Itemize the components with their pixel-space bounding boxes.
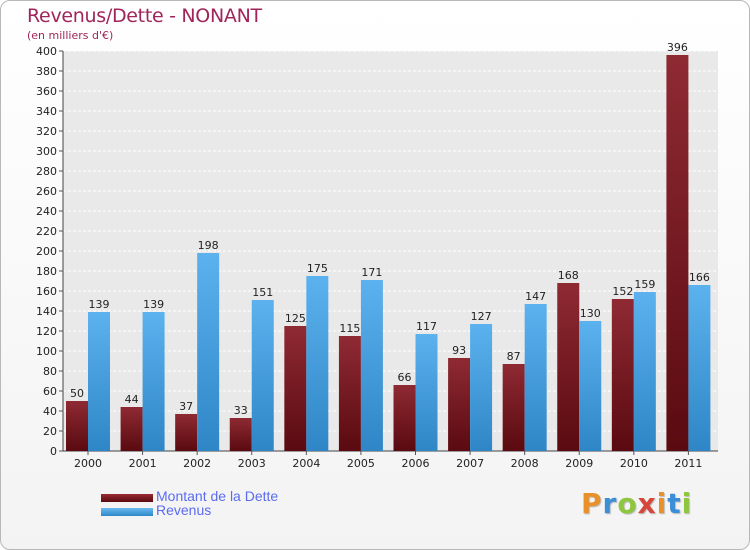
y-tick-label: 200 [36,245,57,258]
revenue-bar [197,253,220,451]
x-tick-label: 2000 [74,457,102,470]
debt-bar [229,418,252,451]
debt-value-label: 37 [179,400,193,413]
x-tick-label: 2008 [511,457,539,470]
revenue-value-label: 139 [143,298,164,311]
y-tick-label: 160 [36,285,57,298]
revenue-value-label: 117 [416,320,437,333]
debt-bar [338,336,361,451]
revenue-value-label: 159 [634,278,655,291]
x-tick-label: 2009 [565,457,593,470]
y-tick-label: 0 [50,445,57,458]
revenue-bar [88,312,110,451]
debt-value-label: 115 [339,322,360,335]
y-tick-label: 220 [36,225,57,238]
debt-bar [393,385,416,451]
revenue-value-label: 130 [580,307,601,320]
y-tick-label: 340 [36,105,57,118]
revenue-value-label: 151 [252,286,273,299]
y-tick-label: 140 [36,305,57,318]
y-tick-label: 240 [36,205,57,218]
debt-value-label: 93 [452,344,466,357]
debt-bar [502,364,525,451]
debt-bar [448,358,471,451]
legend-label-revenue: Revenus [156,502,212,518]
x-tick-label: 2011 [674,457,702,470]
y-tick-label: 80 [43,365,57,378]
revenue-value-label: 175 [307,262,328,275]
legend-swatch-debt [101,494,153,502]
y-tick-label: 400 [36,45,57,58]
x-tick-label: 2007 [456,457,484,470]
revenue-bar [579,321,602,451]
revenue-value-label: 139 [89,298,110,311]
revenue-bar [524,304,547,451]
revenue-bar [251,300,274,451]
debt-value-label: 152 [612,285,633,298]
revenue-value-label: 147 [525,290,546,303]
revenue-value-label: 127 [471,310,492,323]
debt-value-label: 33 [234,404,248,417]
x-tick-label: 2004 [292,457,320,470]
x-tick-label: 2002 [183,457,211,470]
debt-value-label: 50 [70,387,84,400]
x-tick-label: 2001 [129,457,157,470]
debt-value-label: 87 [507,350,521,363]
y-tick-label: 100 [36,345,57,358]
debt-bar [120,407,143,451]
revenue-bar [470,324,493,451]
revenue-value-label: 171 [361,266,382,279]
y-tick-label: 60 [43,385,57,398]
x-tick-label: 2005 [347,457,375,470]
proxiti-logo: Proxiti [581,487,693,520]
y-tick-label: 120 [36,325,57,338]
y-tick-label: 20 [43,425,57,438]
legend-label-debt: Montant de la Dette [156,488,279,504]
revenue-bar [415,334,438,451]
debt-bar [557,283,580,451]
revenue-bar [306,276,329,451]
revenue-bar [688,285,711,451]
debt-bar [666,55,689,451]
legend-swatch-revenue [101,508,153,516]
chart-title: Revenus/Dette - NONANT [27,5,262,27]
debt-bar [175,414,198,451]
revenue-value-label: 166 [689,271,710,284]
debt-bar [611,299,634,451]
y-tick-label: 360 [36,85,57,98]
x-tick-label: 2006 [402,457,430,470]
x-tick-label: 2003 [238,457,266,470]
y-tick-label: 320 [36,125,57,138]
debt-bar [66,401,88,451]
debt-value-label: 125 [285,312,306,325]
revenue-bar [633,292,656,451]
revenue-value-label: 198 [198,239,219,252]
debt-value-label: 396 [667,41,688,54]
debt-value-label: 44 [125,393,139,406]
revenue-bar [142,312,165,451]
y-tick-label: 280 [36,165,57,178]
y-tick-label: 380 [36,65,57,78]
y-tick-label: 260 [36,185,57,198]
y-tick-label: 180 [36,265,57,278]
revenue-bar [360,280,383,451]
y-tick-label: 40 [43,405,57,418]
debt-value-label: 66 [398,371,412,384]
debt-bar [284,326,307,451]
debt-value-label: 168 [558,269,579,282]
chart-subtitle: (en milliers d'€) [27,29,114,42]
y-tick-label: 300 [36,145,57,158]
x-tick-label: 2010 [620,457,648,470]
